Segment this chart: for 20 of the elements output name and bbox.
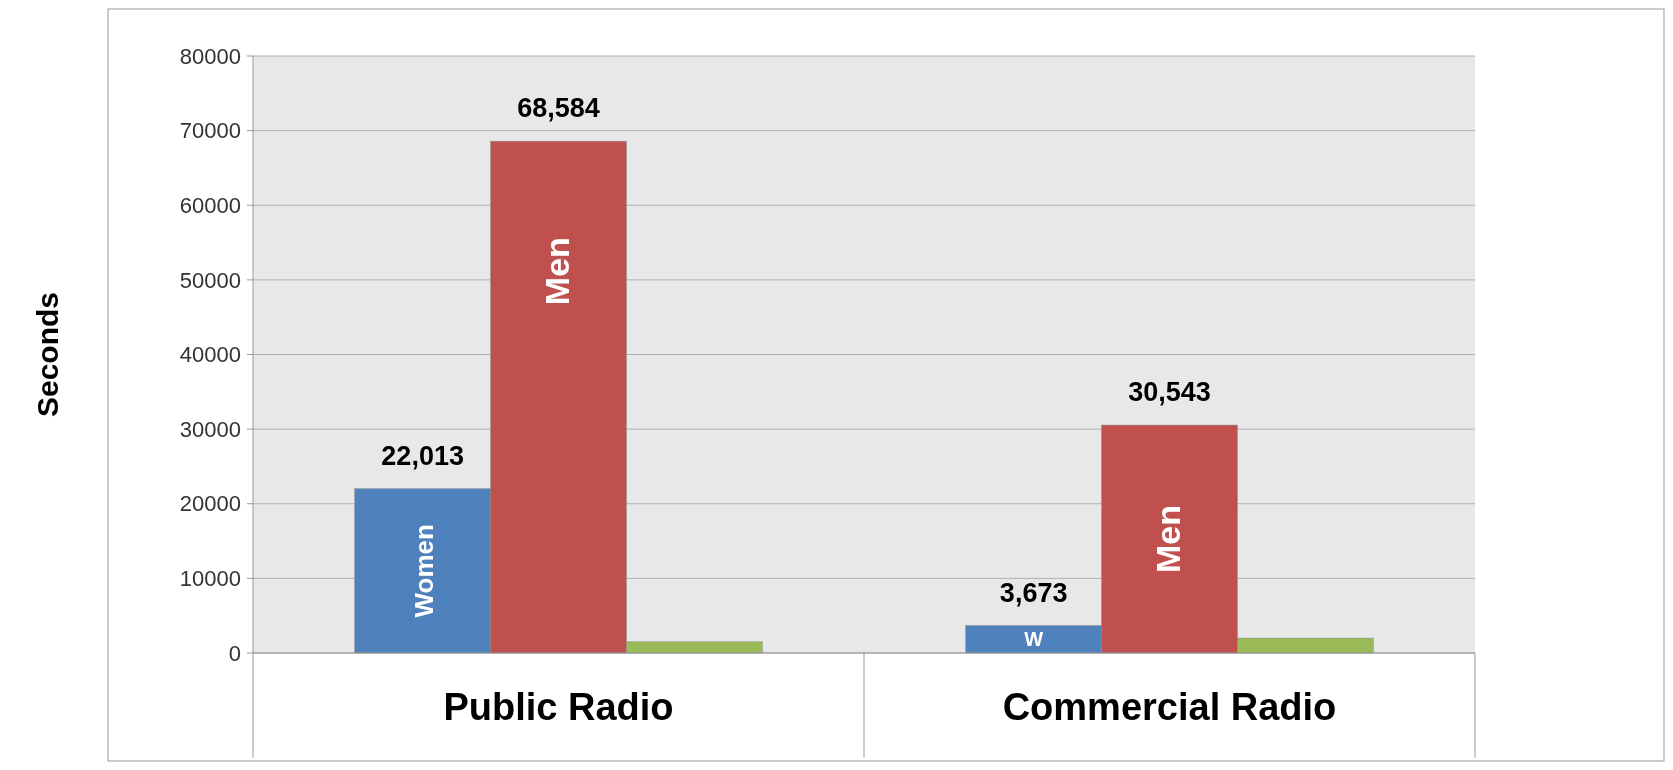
y-tick-label: 40000 (179, 342, 241, 368)
x-tick-label: Public Radio (443, 686, 674, 728)
y-tick-label: 80000 (179, 43, 241, 69)
series-label: Women (408, 524, 439, 618)
y-tick-label: 0 (228, 640, 241, 666)
x-tick-label: Commercial Radio (1002, 686, 1337, 728)
data-label: 30,543 (1128, 377, 1211, 408)
data-label: 3,673 (999, 577, 1068, 608)
y-tick-label: 70000 (179, 118, 241, 144)
y-tick-label: 30000 (179, 416, 241, 442)
y-tick-label: 20000 (179, 491, 241, 517)
data-label: 22,013 (381, 440, 464, 471)
data-label: 68,584 (517, 93, 600, 124)
y-tick-label: 50000 (179, 267, 241, 293)
y-axis-title: Seconds (31, 291, 64, 418)
series-label: Men (537, 237, 576, 306)
text: Men (1148, 505, 1187, 574)
y-tick-label: 60000 (179, 192, 241, 218)
annotation: W (1024, 628, 1044, 651)
y-tick-label: 10000 (179, 566, 241, 592)
